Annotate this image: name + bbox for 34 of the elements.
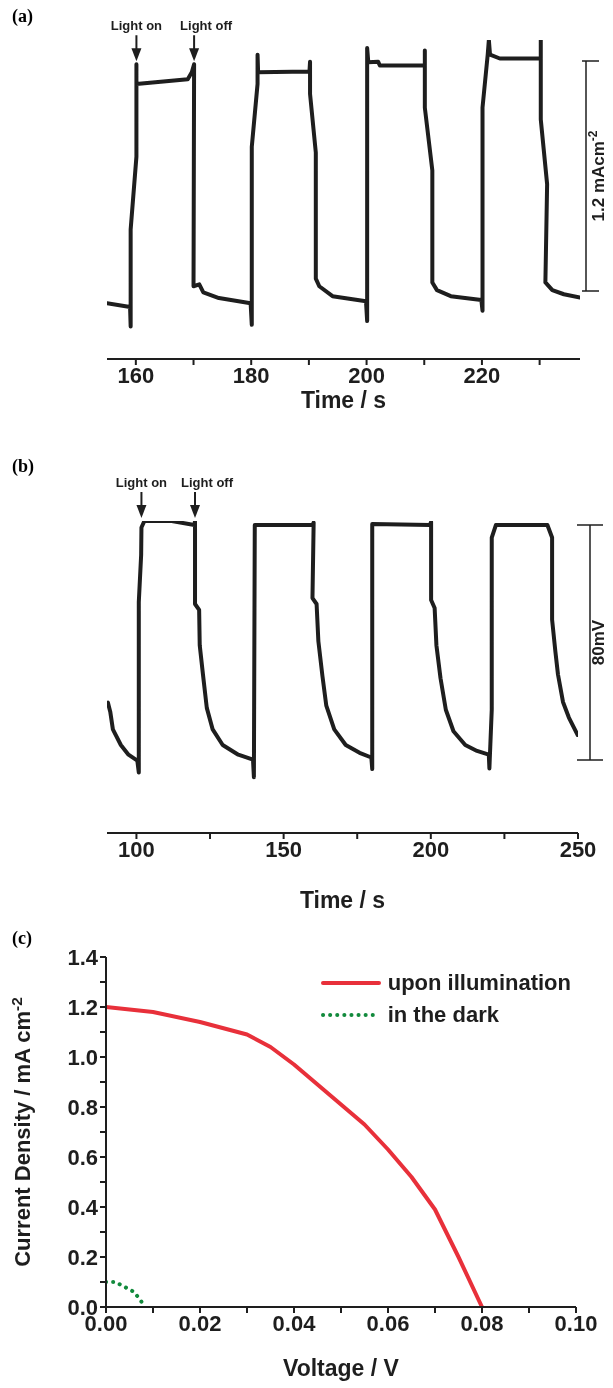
annotation: Light on <box>110 18 163 34</box>
x-axis-title: Time / s <box>299 887 386 913</box>
y-tick-label: 0.6 <box>67 1144 98 1170</box>
y-tick-label: 1.4 <box>67 944 99 970</box>
x-tick-label: 160 <box>117 362 155 388</box>
x-tick-label: 0.06 <box>366 1310 410 1336</box>
x-axis-title: Time / s <box>300 387 387 413</box>
x-tick-label: 200 <box>348 362 385 388</box>
y-tick-label: 1.0 <box>67 1044 98 1070</box>
line-series <box>106 1280 146 1307</box>
chart-title: (c) <box>12 928 32 949</box>
legend-label: in the dark <box>387 1002 499 1028</box>
annotation: Light off <box>181 475 234 490</box>
x-tick-label: 0.08 <box>460 1310 504 1336</box>
x-tick-label: 200 <box>412 836 450 862</box>
y-tick-label: 0.4 <box>67 1194 99 1220</box>
legend-label: upon illumination <box>387 970 571 996</box>
annotation: Light off <box>180 18 233 34</box>
y-tick-label: 0.8 <box>67 1094 98 1120</box>
x-tick-label: 150 <box>265 836 302 862</box>
x-axis-title: Voltage / V <box>283 1355 400 1381</box>
y-tick-label: 1.2 <box>67 994 98 1020</box>
chart-title: (a) <box>12 6 33 27</box>
x-tick-label: 0.10 <box>554 1310 598 1336</box>
x-tick-label: 0.04 <box>272 1310 317 1336</box>
x-tick-label: 100 <box>118 836 155 862</box>
x-tick-label: 180 <box>232 362 270 388</box>
x-tick-label: 0.02 <box>178 1310 222 1336</box>
x-tick-label: 220 <box>463 362 501 388</box>
x-tick-label: 250 <box>559 836 597 862</box>
annotation: Light on <box>115 475 168 490</box>
y-tick-label: 0.2 <box>67 1244 98 1270</box>
chart-title: (b) <box>12 456 34 477</box>
text: 80mV <box>589 619 608 666</box>
